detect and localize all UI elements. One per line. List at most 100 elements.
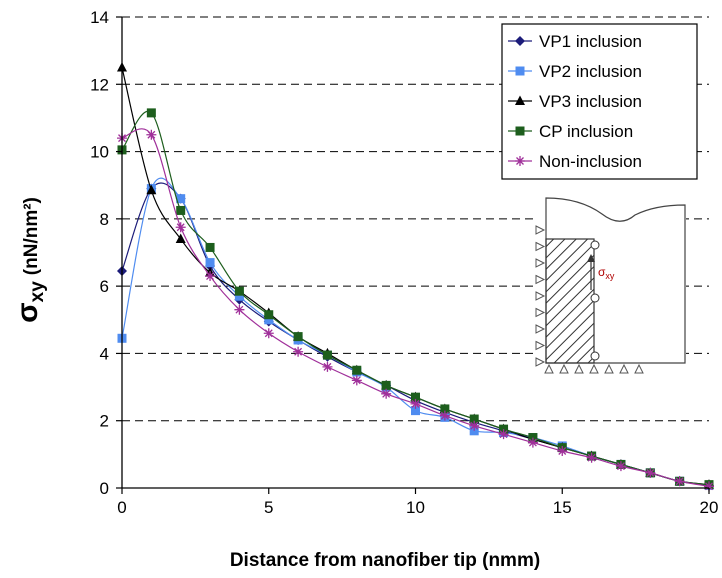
- support-triangle: [535, 258, 546, 268]
- legend-item: Non-inclusion: [508, 152, 642, 171]
- data-point: [205, 258, 215, 268]
- y-tick-label: 0: [100, 479, 109, 498]
- inset-left-supports: [535, 225, 546, 367]
- legend-marker: [515, 95, 525, 105]
- data-point: [527, 437, 538, 448]
- support-triangle: [589, 363, 599, 374]
- x-axis-label: Distance from nanofiber tip (nmm): [230, 550, 540, 571]
- data-point: [234, 286, 244, 296]
- data-point: [674, 476, 685, 487]
- data-point: [234, 304, 245, 315]
- x-tick-label: 20: [700, 498, 719, 517]
- data-point: [205, 242, 215, 252]
- legend-label: Non-inclusion: [539, 152, 642, 171]
- data-point: [175, 222, 186, 233]
- inset-node: [590, 240, 600, 250]
- data-point: [469, 426, 479, 436]
- data-point: [146, 108, 156, 118]
- data-point: [704, 481, 714, 492]
- axes: [116, 16, 710, 494]
- y-tick-label: 4: [100, 344, 109, 363]
- data-point: [440, 404, 450, 414]
- data-point: [586, 452, 597, 463]
- data-point: [528, 433, 538, 443]
- x-tick-label: 5: [264, 498, 273, 517]
- legend-marker: [515, 36, 525, 46]
- data-point: [381, 388, 392, 399]
- data-point: [146, 129, 157, 140]
- y-tick-label: 6: [100, 277, 109, 296]
- y-axis-label: σxy (nN/nm²): [11, 197, 48, 323]
- support-triangle: [535, 324, 546, 334]
- support-triangle: [535, 307, 546, 318]
- data-point: [410, 398, 421, 409]
- inset-fiber: [545, 238, 595, 364]
- support-triangle: [619, 363, 629, 374]
- inset-arrowhead: [587, 254, 595, 262]
- support-triangle: [634, 363, 644, 374]
- x-tick-label: 10: [406, 498, 425, 517]
- data-point: [351, 375, 362, 386]
- x-tick-label: 0: [117, 498, 126, 517]
- data-point: [498, 429, 509, 440]
- data-point: [205, 271, 216, 282]
- data-point: [439, 410, 450, 421]
- data-point: [234, 291, 244, 301]
- data-point: [175, 233, 186, 244]
- legend-label: VP2 inclusion: [539, 62, 642, 81]
- support-triangle: [535, 291, 546, 301]
- data-point: [264, 315, 274, 325]
- support-triangle: [559, 363, 569, 374]
- series-layer: [117, 61, 714, 492]
- data-point: [322, 350, 332, 360]
- support-triangle: [535, 241, 546, 252]
- y-axis-label-subscript: xy: [27, 281, 48, 303]
- legend-label: VP3 inclusion: [539, 92, 642, 111]
- support-triangle: [535, 274, 546, 285]
- data-point: [557, 445, 568, 456]
- y-axis-label-units: (nN/nm²): [21, 197, 42, 275]
- data-point: [293, 332, 303, 342]
- y-tick-label: 12: [90, 75, 109, 94]
- inset-schematic: σxy: [535, 193, 686, 374]
- legend-marker: [515, 156, 525, 166]
- legend-marker: [515, 66, 525, 76]
- data-point: [176, 205, 186, 215]
- support-triangle: [574, 363, 584, 374]
- y-tick-label: 8: [100, 210, 109, 229]
- legend-label: VP1 inclusion: [539, 32, 642, 51]
- data-point: [645, 467, 656, 478]
- support-triangle: [535, 225, 546, 235]
- inset-node: [590, 351, 600, 361]
- data-point: [381, 380, 391, 390]
- data-point: [615, 461, 626, 472]
- gridlines: [122, 16, 709, 422]
- legend-item: CP inclusion: [508, 122, 633, 141]
- legend-marker: [515, 126, 525, 136]
- data-point: [499, 424, 509, 434]
- legend-box: [501, 23, 698, 180]
- x-tick-label: 15: [553, 498, 572, 517]
- data-point: [352, 365, 362, 375]
- data-point: [469, 420, 480, 431]
- legend-item: VP1 inclusion: [508, 32, 642, 51]
- support-triangle: [535, 340, 546, 351]
- legend-label: CP inclusion: [539, 122, 633, 141]
- legend-item: VP2 inclusion: [508, 62, 642, 81]
- legend: VP1 inclusion VP2 inclusion VP3 inclusion C…: [501, 23, 698, 180]
- y-tick-label: 10: [90, 143, 109, 162]
- data-point: [322, 361, 333, 372]
- inset-bottom-supports: [544, 363, 644, 374]
- data-point: [293, 346, 304, 357]
- y-tick-label: 14: [90, 8, 109, 27]
- data-point: [264, 310, 274, 320]
- inset-node: [590, 293, 600, 303]
- data-point: [411, 406, 420, 416]
- legend-item: VP3 inclusion: [508, 92, 642, 111]
- support-triangle: [604, 363, 614, 374]
- data-point: [469, 414, 479, 424]
- data-point: [263, 328, 274, 339]
- y-axis-label-symbol: σ: [11, 302, 44, 323]
- series-non-inclusion: [117, 128, 714, 492]
